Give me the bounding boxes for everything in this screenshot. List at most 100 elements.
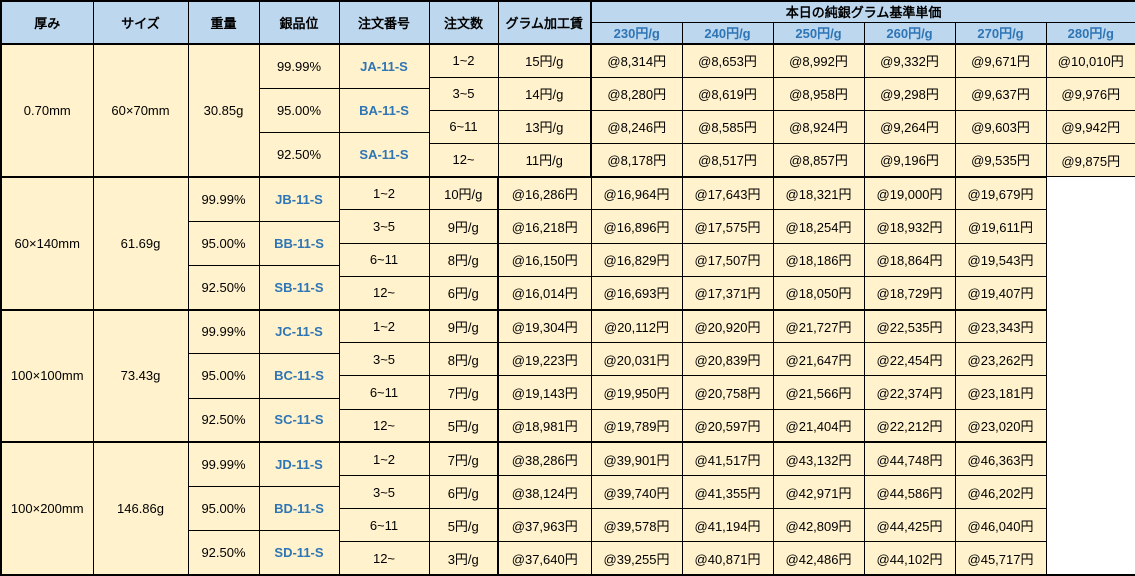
price-cell: @18,981円 xyxy=(497,408,592,443)
price-cell: @42,809円 xyxy=(772,508,865,543)
price-cell: @22,454円 xyxy=(863,342,956,377)
price-cell: @21,727円 xyxy=(772,308,865,344)
price-cell: @16,829円 xyxy=(590,242,683,277)
price-cell: @22,374円 xyxy=(863,375,956,410)
price-cell: @39,578円 xyxy=(590,508,683,543)
qty-cell: 3~5 xyxy=(338,209,430,244)
price-cell: @19,304円 xyxy=(497,308,592,344)
price-cell: @16,896円 xyxy=(590,209,683,244)
price-cell: @20,758円 xyxy=(681,375,774,410)
price-cell: @9,671円 xyxy=(954,43,1047,78)
price-cell: @42,971円 xyxy=(772,474,865,510)
price-cell: @39,740円 xyxy=(590,474,683,510)
price-cell: @18,729円 xyxy=(863,275,956,311)
table-row: 12~ 3円/g @37,640円 @39,255円 @40,871円 @42,486円 @… xyxy=(1,541,1135,576)
purity-cell: 92.50% xyxy=(187,530,260,576)
price-cell: @19,000円 xyxy=(863,175,956,211)
price-cell: @9,875円 xyxy=(1045,143,1135,178)
price-cell: @37,640円 xyxy=(497,541,592,576)
price-cell: @19,679円 xyxy=(954,175,1047,211)
purity-cell: 95.00% xyxy=(187,485,260,532)
price-cell: @22,535円 xyxy=(863,308,956,344)
price-cell: @23,343円 xyxy=(954,308,1047,344)
price-cell: @21,566円 xyxy=(772,375,865,410)
header-price-260: 260円/g xyxy=(863,21,956,45)
purity-cell: 99.99% xyxy=(187,175,260,222)
fee-cell: 6円/g xyxy=(428,275,499,311)
purity-cell: 92.50% xyxy=(258,131,340,178)
table-row: 95.00% BC-11-S xyxy=(1,353,1135,399)
qty-cell: 1~2 xyxy=(338,175,430,211)
price-cell: @16,014円 xyxy=(497,275,592,311)
price-cell: @8,178円 xyxy=(590,143,683,178)
fee-cell: 10円/g xyxy=(428,175,499,211)
purity-cell: 95.00% xyxy=(187,220,260,266)
order-no-cell: BC-11-S xyxy=(258,353,340,399)
purity-cell: 95.00% xyxy=(187,353,260,399)
price-cell: @16,150円 xyxy=(497,242,592,277)
fee-cell: 8円/g xyxy=(428,242,499,277)
order-no-cell: JD-11-S xyxy=(258,441,340,488)
header-order-no: 注文番号 xyxy=(338,0,430,45)
table-row: 100×200mm 146.86g 99.99% JD-11-S 1~2 7円/g @38,… xyxy=(0,441,1135,576)
order-no-cell: BB-11-S xyxy=(258,220,340,266)
size-section-3: 100×100mm 73.43g 99.99% JC-11-S 1~2 9円/g @19,3… xyxy=(0,308,1135,443)
purity-cell: 95.00% xyxy=(258,87,340,134)
fee-cell: 8円/g xyxy=(428,342,499,377)
header-price-240: 240円/g xyxy=(681,21,774,45)
header-size: サイズ xyxy=(92,0,189,45)
order-no-cell: SD-11-S xyxy=(258,530,340,576)
order-no-cell: SA-11-S xyxy=(338,131,430,178)
price-cell: @43,132円 xyxy=(772,441,865,476)
thickness-cell: 0.70mm xyxy=(0,43,94,178)
price-cell: @9,942円 xyxy=(1045,109,1135,145)
table-row: 6~11 8円/g @16,150円 @16,829円 @17,507円 @18,186円… xyxy=(1,242,1135,277)
price-cell: @46,040円 xyxy=(954,508,1047,543)
table-row: 95.00% BA-11-S xyxy=(1,87,1135,134)
fee-cell: 9円/g xyxy=(428,209,499,244)
price-cell: @40,871円 xyxy=(681,541,774,576)
weight-cell: 61.69g xyxy=(92,175,189,310)
price-cell: @38,124円 xyxy=(497,474,592,510)
header-price-230: 230円/g xyxy=(590,21,683,45)
price-cell: @18,186円 xyxy=(772,242,865,277)
price-cell: @44,102円 xyxy=(863,541,956,576)
fee-cell: 9円/g xyxy=(428,308,499,344)
header-row-1: 厚み サイズ 重量 銀品位 注文番号 注文数 グラム加工賃 本日の純銀グラム基準… xyxy=(0,0,1135,45)
qty-cell: 3~5 xyxy=(338,342,430,377)
price-cell: @16,218円 xyxy=(497,209,592,244)
price-cell: @9,637円 xyxy=(954,76,1047,111)
price-cell: @41,355円 xyxy=(681,474,774,510)
price-cell: @9,976円 xyxy=(1045,76,1135,111)
order-no-cell: JB-11-S xyxy=(258,175,340,222)
table-header: 厚み サイズ 重量 銀品位 注文番号 注文数 グラム加工賃 本日の純銀グラム基準… xyxy=(0,0,1135,45)
table-row: 95.00% BB-11-S xyxy=(1,220,1135,266)
header-weight: 重量 xyxy=(187,0,260,45)
price-cell: @9,298円 xyxy=(863,76,956,111)
price-cell: @37,963円 xyxy=(497,508,592,543)
price-cell: @16,693円 xyxy=(590,275,683,311)
price-cell: @41,194円 xyxy=(681,508,774,543)
purity-cell: 92.50% xyxy=(187,397,260,443)
price-cell: @9,535円 xyxy=(954,143,1047,178)
price-cell: @19,543円 xyxy=(954,242,1047,277)
qty-cell: 1~2 xyxy=(338,308,430,344)
price-cell: @19,950円 xyxy=(590,375,683,410)
qty-cell: 1~2 xyxy=(428,43,499,78)
header-purity: 銀品位 xyxy=(258,0,340,45)
price-cell: @20,031円 xyxy=(590,342,683,377)
fee-cell: 5円/g xyxy=(428,508,499,543)
price-cell: @20,597円 xyxy=(681,408,774,443)
price-cell: @23,262円 xyxy=(954,342,1047,377)
fee-cell: 15円/g xyxy=(497,43,592,78)
header-price-group-title: 本日の純銀グラム基準単価 xyxy=(589,0,1135,23)
price-cell: @18,932円 xyxy=(863,209,956,244)
header-row-2: 230円/g 240円/g 250円/g 260円/g 270円/g 280円/… xyxy=(1,21,1135,45)
order-no-cell: SC-11-S xyxy=(258,397,340,443)
price-cell: @8,653円 xyxy=(681,43,774,78)
price-cell: @17,507円 xyxy=(681,242,774,277)
price-cell: @39,901円 xyxy=(590,441,683,476)
header-gram-fee: グラム加工賃 xyxy=(497,0,592,45)
table-row: 12~ 5円/g @18,981円 @19,789円 @20,597円 @21,404円 @… xyxy=(1,408,1135,443)
